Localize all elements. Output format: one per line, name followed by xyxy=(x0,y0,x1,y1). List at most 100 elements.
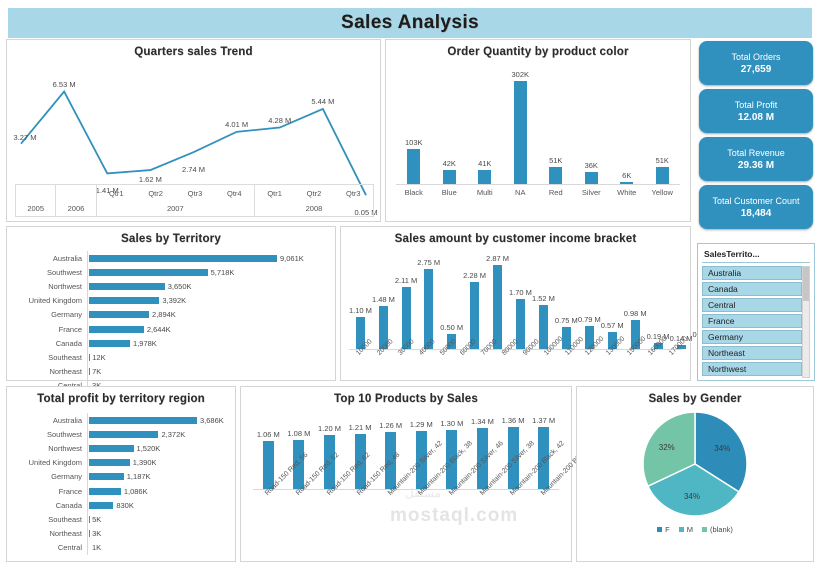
kpi-card-total-revenue[interactable]: Total Revenue 29.36 M xyxy=(699,137,813,181)
sales-by-income-bracket-chart[interactable]: Sales amount by customer income bracket … xyxy=(340,226,715,381)
bar-rect[interactable] xyxy=(378,305,388,349)
bar-row[interactable]: Northeast 7K xyxy=(9,364,331,379)
bar-column[interactable]: 0.79 M xyxy=(578,249,601,349)
bar-rect[interactable] xyxy=(89,311,150,319)
bar-column[interactable]: 2.75 M xyxy=(417,249,440,349)
slicer-item[interactable]: Australia xyxy=(702,266,802,280)
bar-column[interactable]: 36K xyxy=(574,62,610,184)
bar-rect[interactable] xyxy=(446,430,458,489)
bar-column[interactable]: 1.34 M xyxy=(467,411,498,489)
bar-row[interactable]: Southeast 5K xyxy=(9,512,231,527)
bar-rect[interactable] xyxy=(584,171,598,184)
bar-rect[interactable] xyxy=(385,431,397,489)
bar-column[interactable]: 103K xyxy=(396,62,432,184)
bar-rect[interactable] xyxy=(262,441,274,489)
bar-rect[interactable] xyxy=(478,169,492,184)
kpi-card-total-customer-count[interactable]: Total Customer Count 18,484 xyxy=(699,185,813,229)
line-plot-area[interactable]: 3.27 M 6.53 M 1.41 M 1.62 M 2.74 M 4.01 M 4.28… xyxy=(7,58,380,218)
bar-column[interactable]: 0.57 M xyxy=(601,249,624,349)
bar-row[interactable]: Northeast 3K xyxy=(9,526,231,541)
bar-row[interactable]: France 1,086K xyxy=(9,483,231,499)
bar-row[interactable]: Canada 830K xyxy=(9,498,231,513)
bar-rect[interactable] xyxy=(89,430,159,438)
bar-row[interactable]: Germany 2,894K xyxy=(9,307,331,322)
bar-row[interactable]: Central 3K xyxy=(9,378,331,393)
bar-rect[interactable] xyxy=(407,148,421,184)
bar-column[interactable]: 1.10 M xyxy=(349,249,372,349)
bar-column[interactable]: 1.70 M xyxy=(509,249,532,349)
bar-rect[interactable] xyxy=(89,282,165,290)
slicer-scrollbar[interactable] xyxy=(802,266,810,378)
income-plot-area[interactable]: 1.10 M 1.48 M 2.11 M 2.75 M 0.50 M 2.28 M 2.87… xyxy=(349,249,715,349)
bar-column[interactable]: 1.30 M xyxy=(437,411,468,489)
bar-row[interactable]: Australia 9,061K xyxy=(9,251,331,266)
bar-rect[interactable] xyxy=(507,427,519,489)
bar-column[interactable]: 2.11 M xyxy=(395,249,417,349)
top10-plot-area[interactable]: 1.06 M 1.08 M 1.20 M 1.21 M 1.26 M 1.29 M 1.30… xyxy=(253,411,559,489)
bar-column[interactable]: 2.87 M xyxy=(486,249,509,349)
bar-rect[interactable] xyxy=(401,287,411,349)
bar-rect[interactable] xyxy=(515,299,525,349)
slicer-item-list[interactable]: Australia Canada Central France Germany North… xyxy=(702,266,802,376)
slicer-item[interactable]: Northwest xyxy=(702,362,802,376)
order-qty-plot-area[interactable]: 103K 42K 41K 302K 51K 36K 6K 51K xyxy=(396,62,680,184)
bar-rect[interactable] xyxy=(89,416,197,424)
pie-svg[interactable] xyxy=(635,404,755,524)
bar-row[interactable]: United Kingdom 3,392K xyxy=(9,293,331,308)
bar-rect[interactable] xyxy=(655,166,669,184)
quarters-sales-trend-chart[interactable]: Quarters sales Trend 3.27 M 6.53 M 1.41 M 1… xyxy=(6,39,381,222)
sales-by-gender-chart[interactable]: Sales by Gender 34% 34% 32% F M (blank) xyxy=(576,386,814,562)
kpi-card-total-profit[interactable]: Total Profit 12.08 M xyxy=(699,89,813,133)
bar-column[interactable]: 1.08 M xyxy=(284,411,315,489)
sales-territory-plot-area[interactable]: Australia 9,061K Southwest 5,718K Northwest 3… xyxy=(7,249,335,395)
pie-slice[interactable] xyxy=(642,411,696,488)
bar-rect[interactable] xyxy=(89,501,114,509)
bar-column[interactable]: 51K xyxy=(645,62,681,184)
bar-column[interactable]: 1.36 M xyxy=(498,411,529,489)
slicer-item[interactable]: Canada xyxy=(702,282,802,296)
bar-rect[interactable] xyxy=(89,325,144,333)
bar-rect[interactable] xyxy=(493,265,503,349)
profit-territory-plot-area[interactable]: Australia 3,686K Southwest 2,372K Northwest 1… xyxy=(7,411,235,557)
bar-rect[interactable] xyxy=(89,459,130,467)
slicer-item[interactable]: Germany xyxy=(702,330,802,344)
bar-column[interactable]: 0.19 M xyxy=(647,249,670,349)
bar-rect[interactable] xyxy=(620,181,634,184)
bar-row[interactable]: France 2,644K xyxy=(9,321,331,337)
bar-rect[interactable] xyxy=(89,473,124,481)
bar-column[interactable]: 0.75 M xyxy=(555,249,578,349)
bar-rect[interactable] xyxy=(653,343,663,349)
bar-rect[interactable] xyxy=(584,325,594,349)
bar-rect[interactable] xyxy=(89,487,121,495)
slicer-scrollbar-thumb[interactable] xyxy=(803,267,809,301)
bar-rect[interactable] xyxy=(513,80,527,184)
bar-rect[interactable] xyxy=(676,344,686,349)
bar-row[interactable]: United Kingdom 1,390K xyxy=(9,455,231,470)
bar-column[interactable]: 41K xyxy=(467,62,503,184)
bar-row[interactable]: Northwest 1,520K xyxy=(9,441,231,456)
bar-column[interactable]: 1.29 M xyxy=(406,411,437,489)
slicer-item[interactable]: Central xyxy=(702,298,802,312)
bar-rect[interactable] xyxy=(561,327,571,349)
bar-row[interactable]: Canada 1,978K xyxy=(9,336,331,351)
bar-column[interactable]: 1.37 M xyxy=(528,411,559,489)
bar-column[interactable]: 0.50 M xyxy=(440,249,463,349)
bar-column[interactable]: 0.14 M xyxy=(670,249,693,349)
pie-slice[interactable] xyxy=(646,463,740,517)
slicer-body[interactable]: Australia Canada Central France Germany North… xyxy=(702,266,810,378)
bar-row[interactable]: Southeast 12K xyxy=(9,350,331,365)
bar-rect[interactable] xyxy=(323,434,335,489)
bar-rect[interactable] xyxy=(447,334,457,349)
bar-rect[interactable] xyxy=(424,268,434,349)
order-quantity-by-color-chart[interactable]: Order Quantity by product color 103K 42K 4… xyxy=(385,39,691,222)
bar-rect[interactable] xyxy=(442,169,456,184)
slicer-item[interactable]: Northeast xyxy=(702,346,802,360)
sales-by-territory-chart[interactable]: Sales by Territory Australia 9,061K Southw… xyxy=(6,226,336,393)
bar-rect[interactable] xyxy=(476,428,488,489)
bar-column[interactable]: 1.06 M xyxy=(253,411,284,489)
bar-rect[interactable] xyxy=(293,440,305,489)
bar-column[interactable]: 51K xyxy=(538,62,574,184)
bar-rect[interactable] xyxy=(607,332,617,349)
bar-column[interactable]: 42K xyxy=(432,62,468,184)
bar-column[interactable]: 6K xyxy=(609,62,645,184)
